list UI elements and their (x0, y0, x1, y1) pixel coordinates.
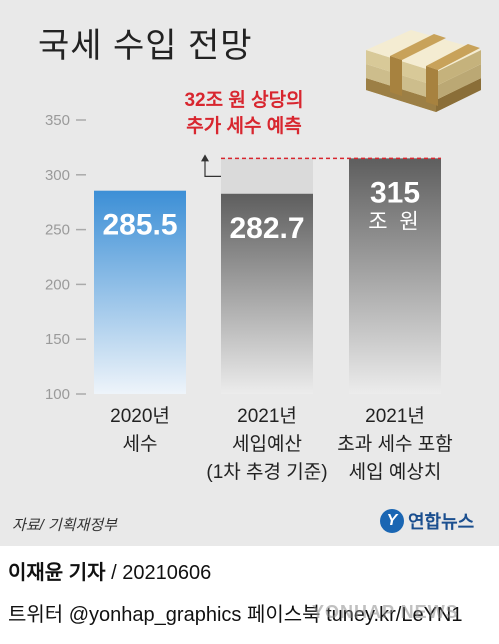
annotation-arrow (201, 154, 209, 162)
y-tick-label: 300 (45, 167, 70, 184)
source-note: 자료/ 기획재정부 (12, 517, 117, 534)
annotation-text: 추가 세수 예측 (186, 115, 301, 137)
social-line: 트위터 @yonhap_graphics 페이스북 tuney.kr/LeYN1 (8, 604, 463, 626)
annotation-connector (204, 156, 221, 177)
value-label: 315 (370, 176, 420, 209)
x-tick-label: 2020년 (110, 405, 170, 427)
annotation-text: 32조 원 상당의 (184, 89, 303, 111)
watermark: YONHAP NEWS (312, 602, 459, 622)
value-label: 282.7 (229, 212, 304, 245)
value-label: 285.5 (102, 209, 177, 242)
bar-2020 (94, 190, 186, 394)
extra-revenue-bar (221, 158, 313, 194)
x-tick-label: (1차 추경 기준) (206, 461, 327, 483)
y-tick-label: 250 (45, 222, 70, 239)
yonhap-logo: Y 연합뉴스 (380, 508, 474, 534)
y-tick-label: 150 (45, 331, 70, 348)
credit-date: / 20210606 (111, 562, 212, 584)
y-tick-label: 100 (45, 386, 70, 403)
x-tick-label: 2021년 (237, 405, 297, 427)
y-axis: 100 150 200 250 300 350 (45, 112, 86, 403)
unit-label: 조 원 (368, 210, 421, 233)
logo-text: 연합뉴스 (408, 512, 475, 532)
y-tick-label: 350 (45, 112, 70, 129)
chart-title: 국세 수입 전망 (38, 27, 253, 65)
yonhap-logo-icon: Y (380, 509, 404, 533)
footer (0, 546, 499, 644)
bar-2021-budget (221, 193, 313, 394)
y-tick-label: 200 (45, 276, 70, 293)
x-tick-label: 세입 예상치 (349, 461, 442, 483)
bar-2021-forecast (349, 158, 441, 394)
credit-line: 이재윤 기자 / 20210606 (8, 556, 211, 585)
x-tick-label: 2021년 (365, 405, 425, 427)
x-tick-label: 세수 (123, 433, 158, 455)
x-tick-label: 초과 세수 포함 (337, 433, 452, 455)
x-tick-label: 세입예산 (232, 433, 302, 455)
credit-author: 이재윤 기자 (8, 562, 106, 584)
money-stack-icon (366, 30, 481, 112)
